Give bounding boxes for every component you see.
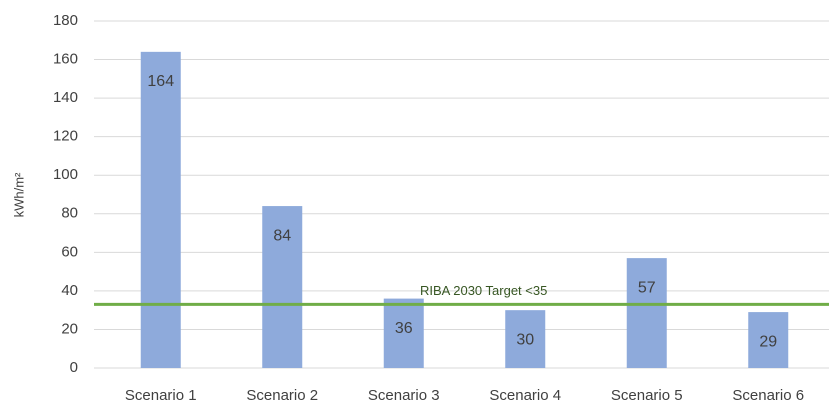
y-tick-label: 80 xyxy=(61,205,78,222)
y-tick-label: 100 xyxy=(53,166,78,183)
reference-label: RIBA 2030 Target <35 xyxy=(420,283,547,298)
x-tick-label: Scenario 4 xyxy=(489,387,561,404)
bar xyxy=(505,310,546,368)
x-tick-label: Scenario 2 xyxy=(246,387,318,404)
y-tick-label: 160 xyxy=(53,51,78,68)
bar xyxy=(140,51,181,368)
y-axis-label: kWh/m² xyxy=(11,172,26,217)
data-label: 164 xyxy=(147,73,174,90)
x-tick-label: Scenario 5 xyxy=(611,387,683,404)
x-tick-label: Scenario 1 xyxy=(125,387,197,404)
y-tick-label: 40 xyxy=(61,282,78,299)
bar xyxy=(262,206,303,368)
x-tick-label: Scenario 6 xyxy=(732,387,804,404)
data-label: 30 xyxy=(516,331,534,348)
data-label: 84 xyxy=(273,227,291,244)
data-label: 57 xyxy=(638,279,656,296)
y-tick-label: 180 xyxy=(53,12,78,29)
bar xyxy=(383,298,424,368)
bar xyxy=(748,312,789,368)
y-tick-label: 120 xyxy=(53,128,78,145)
y-tick-label: 0 xyxy=(70,359,78,376)
bar xyxy=(626,258,667,368)
y-tick-label: 60 xyxy=(61,243,78,260)
x-tick-label: Scenario 3 xyxy=(368,387,440,404)
y-tick-label: 20 xyxy=(61,320,78,337)
y-tick-label: 140 xyxy=(53,89,78,106)
data-label: 36 xyxy=(395,320,413,337)
data-label: 29 xyxy=(759,333,777,350)
